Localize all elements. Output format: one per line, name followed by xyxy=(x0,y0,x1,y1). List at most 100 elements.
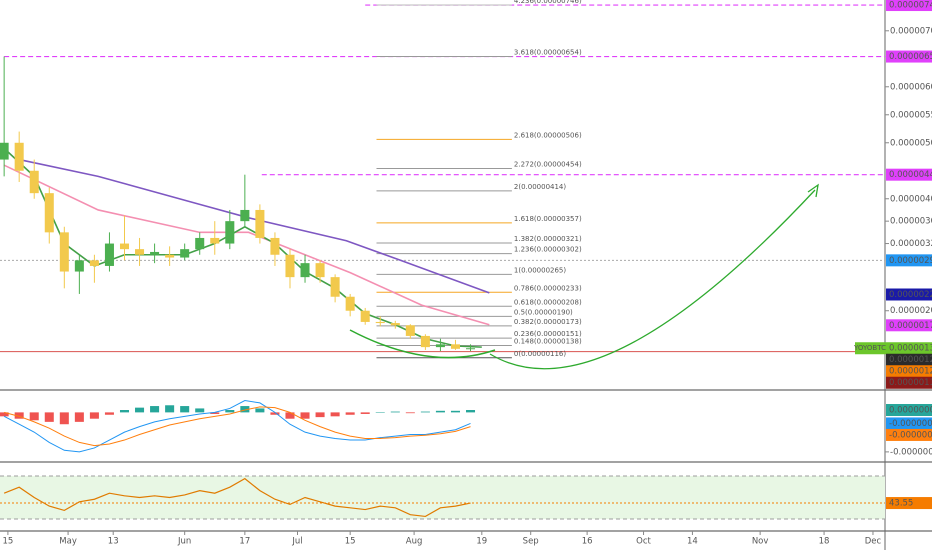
fib-label: 3.618(0.00000654) xyxy=(514,49,582,57)
macd-histogram-bar xyxy=(195,408,205,413)
macd-histogram-bar xyxy=(225,410,235,413)
price-label: 0.00000746 xyxy=(889,1,932,11)
price-label: 0.00000126 xyxy=(889,367,932,377)
candle-body xyxy=(74,260,84,272)
y-tick-label: 0.00000500 xyxy=(890,138,932,148)
price-label-box xyxy=(886,428,932,441)
y-tick-label: 0.00000400 xyxy=(890,194,932,204)
fib-label: 2.272(0.00000454) xyxy=(514,161,582,169)
y-tick-label: 0.00000200 xyxy=(890,306,932,316)
candle-body xyxy=(119,243,130,250)
x-tick-label: 13 xyxy=(108,537,119,547)
macd-histogram-bar xyxy=(119,410,130,413)
macd-histogram-bar xyxy=(375,412,385,413)
macd-histogram-bar xyxy=(210,412,220,414)
candle-body xyxy=(345,296,355,311)
symbol-label: YOYOBTC xyxy=(853,344,886,352)
price-label: 0.00000443 xyxy=(889,170,932,180)
rsi-line xyxy=(3,477,471,518)
fib-label: 0.786(0.00000233) xyxy=(514,284,582,292)
x-tick-label: 19 xyxy=(476,537,487,547)
y-tick-label: -0.00000050 xyxy=(890,447,932,457)
x-tick-label: 14 xyxy=(687,537,698,547)
y-tick-label: 0.00000550 xyxy=(890,110,932,120)
fib-label: 0.148(0.00000138) xyxy=(514,337,582,345)
y-tick-label: 0.00000700 xyxy=(890,26,932,36)
price-label: -0.00000018 xyxy=(889,430,932,440)
candle-body xyxy=(104,243,114,266)
price-label-box xyxy=(886,342,932,355)
fib-label: 0.618(0.00000208) xyxy=(514,298,582,306)
candle-body xyxy=(390,323,400,326)
price-label: 0.00000654 xyxy=(889,52,932,62)
candle-body xyxy=(270,237,280,255)
candle-body xyxy=(0,142,9,160)
price-label: 0.00000133 xyxy=(889,344,932,354)
price-label-box xyxy=(886,365,932,378)
x-tick-label: Nov xyxy=(752,537,769,547)
candle-body xyxy=(435,344,445,348)
x-tick-label: Jul xyxy=(291,537,302,547)
price-label-box xyxy=(886,254,932,267)
macd-histogram-bar xyxy=(255,408,265,413)
candle-body xyxy=(225,221,235,244)
price-label: 0.00000127 xyxy=(889,355,932,365)
candle-body xyxy=(195,237,205,250)
macd-histogram-bar xyxy=(330,412,340,417)
macd-histogram-bar xyxy=(390,411,400,413)
candle-body xyxy=(315,263,325,278)
arrow-head xyxy=(807,183,819,198)
macd-histogram-bar xyxy=(300,412,310,419)
macd-histogram-bar xyxy=(59,412,69,425)
price-label-box xyxy=(886,288,932,301)
candle-body xyxy=(330,277,340,297)
price-label: -0.00000014 xyxy=(889,419,932,429)
candle-body xyxy=(405,325,415,336)
x-tick-label: Dec xyxy=(865,537,882,547)
candle-body xyxy=(180,249,190,258)
rsi-band xyxy=(0,476,885,519)
x-tick-label: Sep xyxy=(523,537,539,547)
macd-histogram-bar xyxy=(29,412,39,421)
fib-label: 1.236(0.00000302) xyxy=(514,246,582,254)
x-tick-label: 15 xyxy=(2,537,13,547)
macd-histogram-bar xyxy=(104,412,114,415)
price-label-box xyxy=(886,0,932,12)
candle-body xyxy=(375,321,385,324)
fib-label: 0.236(0.00000151) xyxy=(514,330,582,338)
macd-histogram-bar xyxy=(89,412,99,419)
price-label-box xyxy=(886,50,932,63)
price-label: 0.00000174 xyxy=(889,321,932,331)
macd-histogram-bar xyxy=(44,412,54,422)
candle-body xyxy=(89,260,99,266)
candle-body xyxy=(29,170,39,194)
macd-histogram-bar xyxy=(450,410,460,413)
projection-arrow xyxy=(489,189,816,370)
fib-label: 0.382(0.00000173) xyxy=(514,318,582,326)
macd-histogram-bar xyxy=(466,410,476,413)
macd-histogram-bar xyxy=(150,406,160,413)
x-tick-label: May xyxy=(59,537,77,547)
macd-histogram-bar xyxy=(270,412,280,415)
fib-label: 0(0.00000116) xyxy=(514,350,566,358)
macd-histogram-bar xyxy=(0,412,9,417)
macd-histogram-bar xyxy=(14,412,24,419)
symbol-box xyxy=(855,342,886,355)
price-label: 0.00000003 xyxy=(889,406,932,416)
x-tick-label: Oct xyxy=(636,537,651,547)
macd-histogram-bar xyxy=(135,407,145,413)
price-label-box xyxy=(886,353,932,366)
x-tick-label: 16 xyxy=(582,537,593,547)
candle-body xyxy=(466,348,476,350)
fib-label: 1.618(0.00000357) xyxy=(514,215,582,223)
candle-body xyxy=(210,237,220,244)
candle-body xyxy=(240,209,250,222)
candle-body xyxy=(300,263,310,278)
x-tick-label: 18 xyxy=(819,537,830,547)
price-label: 0.00000229 xyxy=(889,290,932,300)
macd-line xyxy=(3,400,471,453)
candle-body xyxy=(135,249,145,255)
macd-histogram-bar xyxy=(180,406,190,413)
